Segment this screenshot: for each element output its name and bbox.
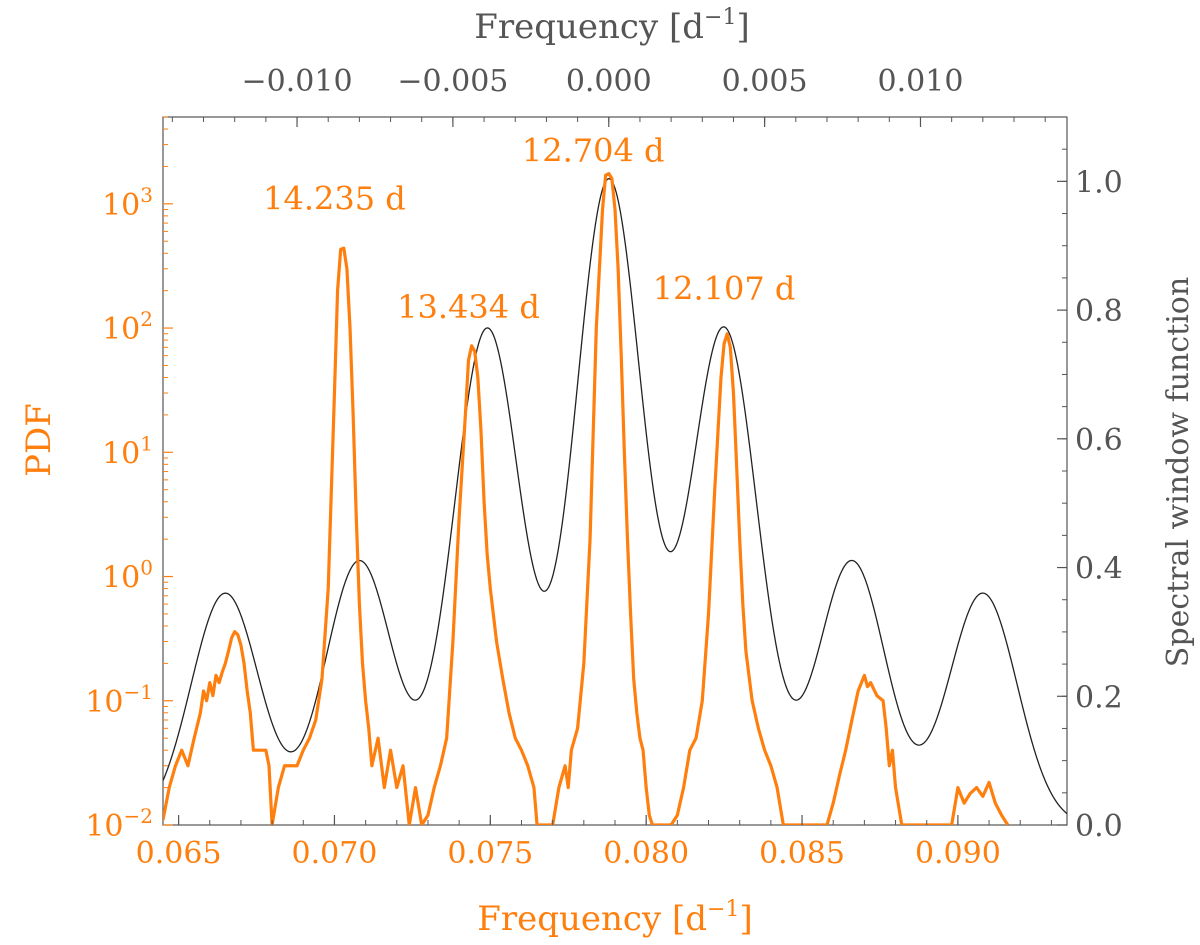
left-tick-label: 102 (102, 307, 153, 347)
bottom-axis: 0.065 0.070 0.075 0.080 0.085 0.090 (136, 815, 1052, 871)
left-tick-label: 10−1 (85, 680, 153, 720)
peak-annotation: 14.235 d (263, 180, 406, 218)
peak-annotation: 12.107 d (653, 269, 796, 307)
left-axis-label: PDF (19, 403, 59, 477)
left-tick-label: 103 (102, 183, 153, 223)
bottom-axis-label: Frequency [d−1] (477, 897, 752, 939)
series-layer (163, 172, 1067, 825)
left-tick-label: 101 (102, 431, 153, 471)
right-tick-label: 0.8 (1075, 294, 1123, 329)
top-axis-label: Frequency [d−1] (474, 5, 749, 47)
bottom-tick-label: 0.075 (447, 836, 533, 871)
spectral-window-line (163, 178, 1067, 815)
top-tick-label: 0.010 (878, 64, 964, 99)
bottom-tick-label: 0.070 (292, 836, 378, 871)
bottom-tick-label: 0.085 (759, 836, 845, 871)
right-tick-label: 0.2 (1075, 680, 1123, 715)
pdf-line (163, 172, 1010, 825)
left-tick-label: 10−2 (85, 804, 153, 844)
top-tick-label: 0.005 (722, 64, 808, 99)
top-axis: −0.010 −0.005 0.000 0.005 0.010 (171, 64, 1046, 127)
peak-annotation: 12.704 d (522, 131, 665, 169)
peak-annotation: 13.434 d (397, 288, 540, 326)
right-tick-label: 0.0 (1075, 809, 1123, 844)
right-axis: 0.0 0.2 0.4 0.6 0.8 1.0 (1057, 116, 1123, 844)
top-tick-label: 0.000 (566, 64, 652, 99)
right-tick-label: 1.0 (1075, 165, 1123, 200)
top-tick-label: −0.005 (397, 64, 508, 99)
right-tick-label: 0.4 (1075, 552, 1123, 587)
right-tick-label: 0.6 (1075, 423, 1123, 458)
left-axis: 10−2 10−1 100 101 102 103 (85, 116, 173, 844)
left-tick-label: 100 (102, 556, 153, 596)
bottom-tick-label: 0.065 (136, 836, 222, 871)
right-axis-label: Spectral window function (1161, 277, 1196, 667)
bottom-tick-label: 0.090 (915, 836, 1001, 871)
annotations: 14.235 d 13.434 d 12.704 d 12.107 d (263, 131, 795, 326)
bottom-tick-label: 0.080 (603, 836, 689, 871)
top-tick-label: −0.010 (242, 64, 353, 99)
